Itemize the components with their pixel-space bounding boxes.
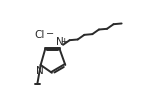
Text: N: N (56, 37, 64, 47)
Text: Cl: Cl (35, 30, 45, 40)
Text: +: + (60, 37, 68, 46)
Text: N: N (36, 66, 43, 76)
Text: −: − (46, 29, 54, 39)
